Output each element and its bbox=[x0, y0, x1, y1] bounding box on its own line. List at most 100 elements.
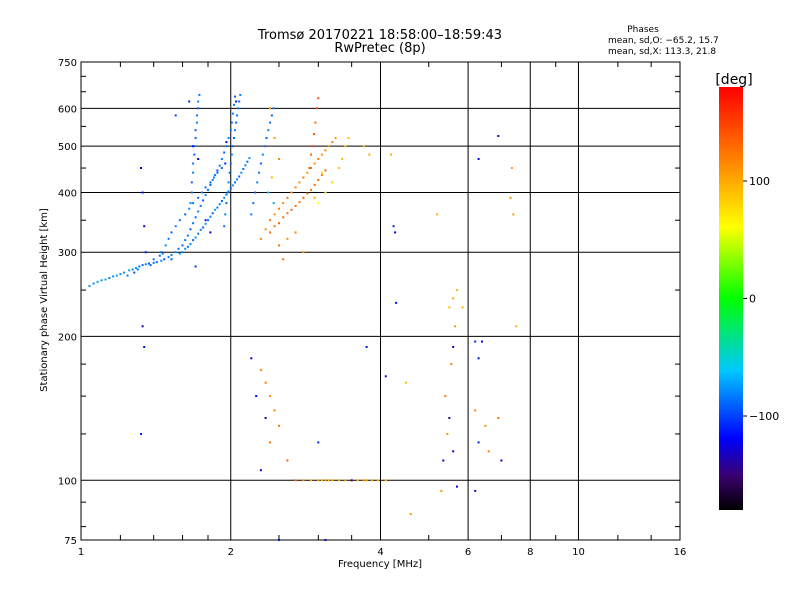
data-point bbox=[313, 183, 316, 186]
data-point bbox=[282, 216, 285, 219]
y-axis-label: Stationary phase Virtual Height [km] bbox=[39, 208, 50, 392]
data-point bbox=[227, 137, 230, 139]
data-point bbox=[231, 145, 234, 148]
data-point bbox=[224, 162, 227, 165]
data-point bbox=[264, 417, 267, 419]
data-point bbox=[324, 479, 327, 482]
data-point bbox=[512, 213, 515, 216]
data-point bbox=[227, 181, 230, 184]
data-point bbox=[214, 208, 217, 211]
data-point bbox=[152, 258, 155, 261]
data-point bbox=[229, 129, 232, 132]
data-point bbox=[362, 479, 365, 482]
data-point bbox=[204, 194, 207, 197]
data-point bbox=[273, 409, 276, 412]
data-point bbox=[356, 479, 359, 482]
data-point bbox=[324, 539, 327, 541]
data-point bbox=[195, 114, 198, 117]
data-point bbox=[500, 459, 503, 462]
data-point bbox=[448, 306, 451, 309]
data-point bbox=[334, 137, 337, 139]
data-point bbox=[278, 207, 280, 210]
data-point bbox=[302, 479, 305, 482]
grid bbox=[81, 62, 680, 540]
data-point bbox=[119, 273, 122, 276]
data-point bbox=[452, 346, 455, 348]
data-point bbox=[189, 228, 192, 231]
data-point bbox=[193, 153, 196, 156]
data-point bbox=[248, 157, 251, 160]
data-point bbox=[484, 424, 487, 427]
data-point bbox=[331, 479, 334, 482]
data-point bbox=[298, 201, 301, 204]
data-point bbox=[310, 188, 312, 191]
data-point bbox=[278, 158, 280, 160]
data-point bbox=[192, 202, 195, 205]
data-point bbox=[143, 225, 146, 228]
data-point bbox=[250, 357, 253, 360]
data-point bbox=[164, 244, 167, 247]
data-point bbox=[226, 191, 229, 194]
data-point bbox=[188, 100, 191, 103]
data-point bbox=[181, 244, 184, 247]
data-point bbox=[267, 129, 270, 132]
data-point bbox=[108, 277, 111, 279]
data-point bbox=[140, 433, 142, 435]
data-point bbox=[278, 244, 280, 247]
data-point bbox=[223, 151, 226, 154]
data-point bbox=[259, 237, 262, 240]
stats-title: Phases bbox=[627, 25, 659, 35]
colorbar-ticks: 100 0 −100 bbox=[743, 175, 779, 423]
data-point bbox=[231, 184, 234, 187]
data-point bbox=[306, 192, 309, 195]
data-point bbox=[211, 178, 214, 181]
data-point bbox=[160, 259, 163, 262]
data-point bbox=[273, 213, 276, 216]
data-point bbox=[242, 168, 245, 170]
data-point bbox=[194, 216, 197, 219]
data-point bbox=[290, 191, 293, 194]
data-point bbox=[214, 174, 217, 177]
colorbar-tick-label: −100 bbox=[749, 410, 779, 423]
data-point bbox=[331, 181, 334, 184]
stats-line-o: mean, sd,O: −65.2, 15.7 bbox=[608, 36, 719, 46]
data-point bbox=[207, 188, 209, 191]
data-point bbox=[294, 204, 297, 207]
data-point bbox=[186, 234, 189, 237]
data-point bbox=[313, 133, 315, 136]
stats-line-x: mean, sd,X: 113.3, 21.8 bbox=[608, 47, 716, 57]
data-point bbox=[184, 247, 187, 250]
y-tick-label: 600 bbox=[58, 104, 77, 115]
data-point bbox=[350, 479, 353, 482]
x-tick-label: 16 bbox=[674, 547, 687, 558]
data-point bbox=[256, 181, 259, 184]
data-point bbox=[174, 114, 177, 117]
data-point bbox=[320, 479, 323, 482]
data-point bbox=[337, 167, 340, 169]
data-point bbox=[252, 202, 255, 205]
data-point bbox=[317, 97, 320, 100]
data-point bbox=[384, 479, 387, 482]
data-point bbox=[310, 167, 312, 169]
data-point bbox=[207, 219, 209, 222]
data-point bbox=[320, 174, 323, 177]
data-point bbox=[200, 191, 203, 194]
data-point bbox=[231, 112, 234, 115]
data-point bbox=[112, 275, 115, 278]
y-tick-label: 300 bbox=[58, 248, 77, 259]
data-point bbox=[189, 202, 192, 205]
data-point bbox=[211, 212, 214, 215]
data-point bbox=[264, 381, 267, 384]
data-point bbox=[446, 433, 449, 435]
data-point bbox=[190, 191, 193, 194]
data-point bbox=[204, 219, 207, 222]
y-tick-label: 100 bbox=[58, 476, 77, 487]
data-point bbox=[317, 202, 320, 205]
data-point bbox=[148, 262, 150, 265]
data-point bbox=[193, 145, 196, 148]
data-point bbox=[320, 153, 323, 156]
colorbar bbox=[719, 87, 743, 510]
data-point bbox=[194, 129, 197, 132]
data-point bbox=[344, 145, 347, 148]
data-point bbox=[267, 191, 270, 194]
